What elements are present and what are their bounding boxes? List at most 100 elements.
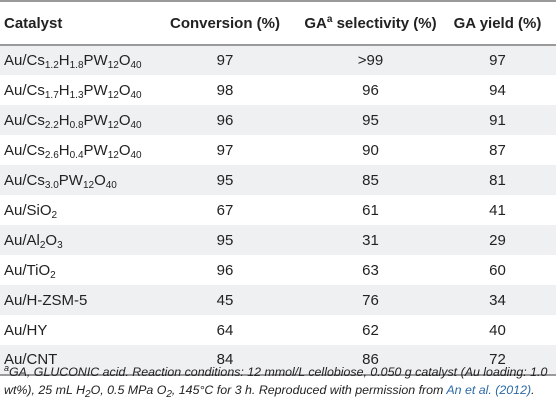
catalyst-subscript: 1.3 [69, 89, 84, 101]
catalyst-subscript: 40 [130, 119, 142, 131]
cell-ga-selectivity: >99 [302, 45, 439, 75]
catalyst-text: Au/Cs [4, 52, 45, 69]
cell-conversion: 97 [148, 45, 302, 75]
cell-ga-selectivity: 63 [302, 255, 439, 285]
catalyst-subscript: 2 [50, 269, 56, 281]
footnote-marker: a [4, 363, 10, 373]
cell-conversion: 95 [148, 165, 302, 195]
cell-ga-selectivity: 76 [302, 285, 439, 315]
catalyst-text: O [118, 141, 131, 159]
table-row: Au/Cs1.2H1.8PW12O40 97 >99 97 [0, 45, 556, 75]
catalyst-text: Au/Cs [4, 111, 45, 129]
footnote-text-2: O, 0.5 MPa O [90, 382, 167, 397]
header-catalyst: Catalyst [0, 0, 148, 46]
cell-ga-selectivity: 96 [302, 75, 439, 105]
catalyst-text: O [118, 111, 131, 129]
footnote-text-3: , 145°C for 3 h. Reproduced with permiss… [171, 382, 447, 397]
cell-ga-selectivity: 86 [302, 345, 439, 376]
catalyst-subscript: 2.2 [44, 119, 59, 131]
header-ga-selectivity: GAa selectivity (%) [302, 0, 439, 46]
header-ga-selectivity-suffix: selectivity (%) [332, 14, 437, 32]
table-row: Au/CNT 84 86 72 [0, 345, 556, 376]
table-row: Au/SiO2 67 61 41 [0, 195, 556, 225]
catalyst-text: Au/Cs [4, 81, 45, 99]
header-ga-selectivity-prefix: GA [304, 14, 327, 32]
catalyst-subscript: 0.8 [69, 119, 84, 131]
catalyst-text: O [94, 171, 106, 189]
cell-ga-selectivity: 31 [302, 225, 439, 255]
catalyst-table: Catalyst Conversion (%) GAa selectivity … [0, 0, 556, 376]
catalyst-subscript: 2.6 [44, 149, 59, 161]
catalyst-text: Au/SiO [4, 201, 52, 219]
table-row: Au/HY 64 62 40 [0, 315, 556, 345]
cell-catalyst: Au/Cs2.2H0.8PW12O40 [0, 105, 148, 135]
cell-catalyst: Au/Cs1.2H1.8PW12O40 [0, 45, 148, 75]
cell-ga-selectivity: 62 [302, 315, 439, 345]
catalyst-subscript: 40 [105, 179, 117, 191]
cell-ga-yield: 34 [439, 285, 556, 315]
cell-conversion: 96 [148, 105, 302, 135]
cell-ga-yield: 72 [439, 345, 556, 376]
catalyst-text: H [58, 141, 70, 159]
catalyst-subscript: 40 [130, 149, 142, 161]
cell-conversion: 84 [148, 345, 302, 376]
catalyst-text: PW [83, 111, 108, 129]
catalyst-subscript: 1.8 [69, 60, 84, 71]
header-conversion: Conversion (%) [148, 0, 302, 46]
table-row: Au/H-ZSM-5 45 76 34 [0, 285, 556, 315]
cell-catalyst: Au/H-ZSM-5 [0, 285, 148, 315]
catalyst-subscript: 1.2 [44, 60, 59, 71]
footnote-text: GA, GLUCONIC acid. Reaction conditions: … [4, 365, 548, 397]
catalyst-text: PW [83, 81, 108, 99]
table-row: Au/TiO2 96 63 60 [0, 255, 556, 285]
table-footnote: aGA, GLUCONIC acid. Reaction conditions:… [4, 363, 552, 400]
table-row: Au/Cs3.0PW12O40 95 85 81 [0, 165, 556, 195]
cell-ga-yield: 87 [439, 135, 556, 165]
catalyst-subscript: 12 [107, 89, 119, 101]
cell-conversion: 96 [148, 255, 302, 285]
cell-conversion: 95 [148, 225, 302, 255]
cell-catalyst: Au/Cs1.7H1.3PW12O40 [0, 75, 148, 105]
catalyst-subscript: 12 [82, 179, 95, 191]
catalyst-subscript: 3 [57, 239, 63, 251]
catalyst-subscript: 3.0 [44, 179, 59, 191]
cell-ga-selectivity: 90 [302, 135, 439, 165]
cell-conversion: 98 [148, 75, 302, 105]
catalyst-text: Au/Cs [4, 171, 45, 189]
catalyst-subscript: 1.7 [44, 89, 59, 101]
catalyst-text: PW [58, 171, 83, 189]
header-row: Catalyst Conversion (%) GAa selectivity … [0, 0, 556, 46]
cell-ga-yield: 94 [439, 75, 556, 105]
catalyst-text: H [58, 111, 70, 129]
reference-link[interactable]: An et al. (2012) [446, 382, 532, 397]
catalyst-text: H [58, 52, 70, 69]
cell-ga-yield: 97 [439, 45, 556, 75]
footnote-o2-subscript: 2 [166, 388, 172, 400]
cell-ga-yield: 60 [439, 255, 556, 285]
cell-catalyst: Au/TiO2 [0, 255, 148, 285]
catalyst-subscript: 0.4 [69, 149, 84, 161]
footnote-h2o-subscript: 2 [85, 388, 91, 400]
catalyst-subscript: 12 [107, 119, 119, 131]
cell-catalyst: Au/Al2O3 [0, 225, 148, 255]
cell-catalyst: Au/SiO2 [0, 195, 148, 225]
catalyst-text: PW [83, 52, 108, 69]
table-row: Au/Cs2.2H0.8PW12O40 96 95 91 [0, 105, 556, 135]
cell-ga-selectivity: 85 [302, 165, 439, 195]
cell-conversion: 67 [148, 195, 302, 225]
catalyst-subscript: 2 [39, 239, 46, 251]
cell-conversion: 64 [148, 315, 302, 345]
table-row: Au/Cs1.7H1.3PW12O40 98 96 94 [0, 75, 556, 105]
cell-ga-selectivity: 61 [302, 195, 439, 225]
catalyst-subscript: 2 [51, 209, 58, 221]
catalyst-text: Au/HY [4, 321, 48, 339]
cell-catalyst: Au/Cs2.6H0.4PW12O40 [0, 135, 148, 165]
cell-ga-yield: 91 [439, 105, 556, 135]
cell-conversion: 45 [148, 285, 302, 315]
footnote-end: . [531, 382, 535, 397]
catalyst-text: Au/TiO [4, 261, 51, 279]
catalyst-subscript: 12 [107, 149, 119, 161]
table-row: Au/Al2O3 95 31 29 [0, 225, 556, 255]
cell-catalyst: Au/CNT [0, 345, 148, 376]
catalyst-text: O [118, 81, 131, 99]
